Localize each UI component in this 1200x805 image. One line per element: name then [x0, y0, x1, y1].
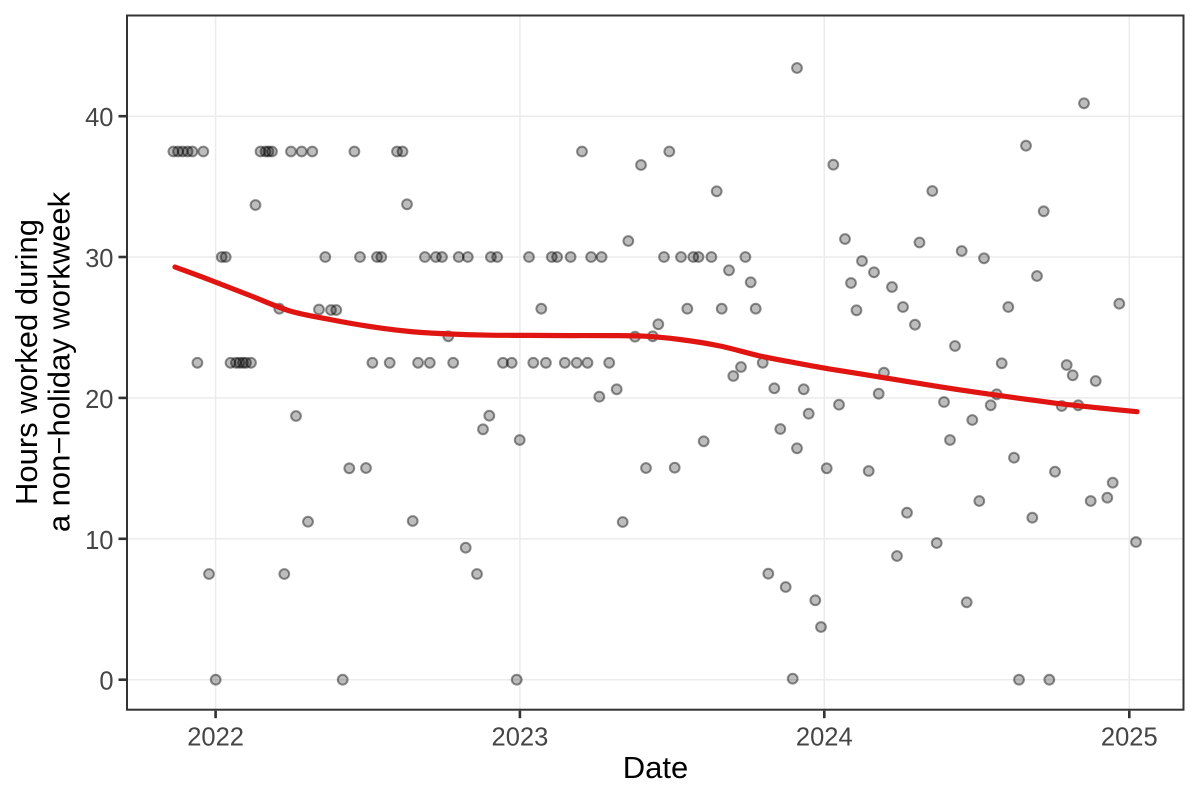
svg-text:20: 20: [85, 386, 113, 414]
svg-text:2025: 2025: [1101, 724, 1158, 752]
svg-text:30: 30: [85, 245, 113, 273]
svg-text:40: 40: [85, 104, 113, 132]
svg-text:10: 10: [85, 527, 113, 555]
svg-text:0: 0: [99, 668, 113, 696]
svg-text:2024: 2024: [796, 724, 853, 752]
svg-text:a non−holiday workweek: a non−holiday workweek: [42, 191, 77, 532]
svg-text:2023: 2023: [492, 724, 549, 752]
svg-text:2022: 2022: [187, 724, 244, 752]
svg-text:Date: Date: [623, 750, 688, 785]
svg-text:Hours worked during: Hours worked during: [9, 219, 44, 505]
